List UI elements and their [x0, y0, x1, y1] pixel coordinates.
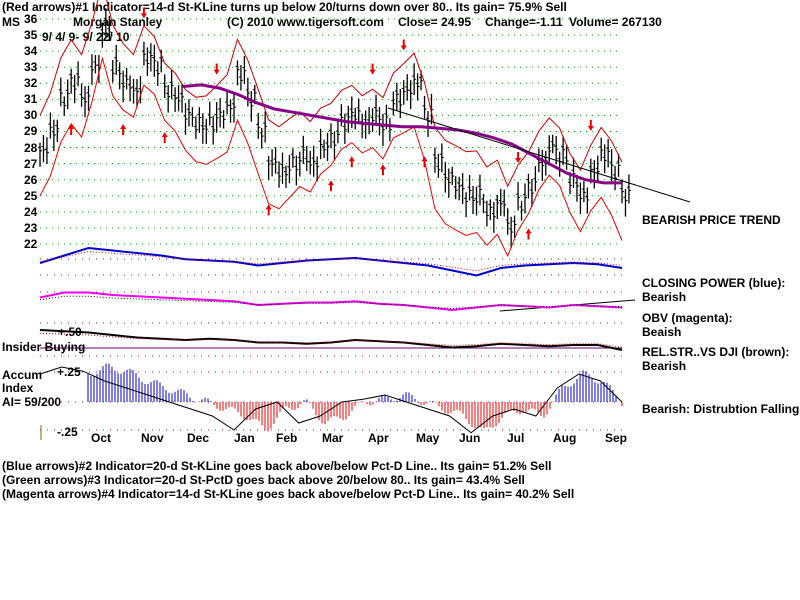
buy-arrow-icon [421, 156, 428, 168]
y-tick-label: 30 [24, 108, 38, 123]
obv-status: Beaish [642, 325, 682, 339]
rel-strength-status: Bearish [642, 359, 687, 373]
buy-arrow-icon [265, 204, 272, 216]
buy-arrow-icon [120, 124, 127, 136]
obv-ma [39, 295, 623, 310]
copyright: (C) 2010 www.tigersoft.com [227, 15, 384, 29]
month-label: Sep [605, 431, 628, 445]
closing-power-status: Bearish [642, 290, 687, 304]
ma50-line [182, 83, 622, 185]
y-tick-label: 26 [24, 172, 38, 187]
buy-arrow-icon [348, 156, 355, 168]
sell-arrow-icon [587, 119, 594, 131]
month-label: Oct [91, 431, 112, 445]
ticker-symbol: MS [2, 15, 20, 29]
y-tick-label: 32 [24, 76, 38, 91]
sell-arrow-icon [515, 152, 522, 164]
month-label: Aug [553, 431, 577, 445]
indicator-2-description: (Blue arrows)#2 Indicator=20-d St-KLine … [2, 459, 552, 473]
lower-band [39, 56, 623, 258]
month-label: Apr [368, 431, 389, 445]
y-tick-label: 34 [24, 44, 38, 59]
buy-arrow-icon [328, 180, 334, 192]
month-label: Jul [507, 431, 525, 445]
y-tick-label: 23 [24, 220, 38, 235]
month-label: May [416, 431, 440, 445]
y-tick-label: 36 [24, 12, 38, 26]
month-label: Dec [187, 431, 210, 445]
indicator-3-description: (Green arrows)#3 Indicator=20-d St-PctD … [2, 473, 525, 487]
company-name: Morgan Stanley [73, 15, 163, 29]
price-trend-label: BEARISH PRICE TREND [642, 213, 781, 227]
buy-arrow-icon [161, 132, 168, 144]
y-tick-label: 29 [24, 124, 38, 139]
y-tick-label: 28 [24, 140, 38, 155]
month-label: Mar [322, 431, 344, 445]
y-tick-label: 27 [24, 156, 38, 171]
y-tick-label: 24 [24, 204, 38, 219]
sell-arrow-icon [400, 39, 407, 51]
accum-label: Accum [2, 368, 43, 382]
insider-buying-label: Insider Buying [2, 340, 86, 354]
y-tick-label: 25 [24, 188, 38, 203]
buy-arrow-icon [525, 228, 532, 240]
plus-50-label: +.50 [58, 325, 82, 339]
rel-strength-line [39, 329, 623, 351]
upper-band [39, 0, 623, 188]
obv-label: OBV (magenta): [642, 311, 733, 325]
minus-25-label: -.25 [57, 425, 78, 439]
month-label: Jan [234, 431, 255, 445]
closing-power-ma [39, 250, 623, 272]
y-tick-label: 33 [24, 60, 38, 75]
month-label: Feb [276, 431, 298, 445]
y-tick-label: 22 [24, 236, 38, 251]
close-price: Close= 24.95 [398, 15, 472, 29]
indicator-4-description: (Magenta arrows)#4 Indicator=14-d St-KLi… [2, 487, 575, 501]
sell-arrow-icon [140, 7, 147, 19]
accum-index-line [39, 366, 623, 434]
y-tick-label: 35 [24, 28, 38, 43]
buy-arrow-icon [379, 164, 386, 176]
downtrend-line [387, 107, 691, 203]
index-label: Index [2, 381, 34, 395]
month-label: Nov [141, 431, 164, 445]
accum-note: Bearish: Distrubtion Falling. [642, 402, 800, 416]
month-label: Jun [459, 431, 481, 445]
obv-line [39, 291, 623, 312]
buy-arrow-icon [68, 124, 75, 136]
sell-arrow-icon [213, 63, 220, 75]
rel-strength-ma [39, 332, 623, 348]
ai-value: AI= 59/200 [2, 395, 62, 409]
y-tick-label: 31 [24, 92, 38, 107]
price-change: Change=-1.11 [485, 15, 563, 29]
plus-25-label: +.25 [57, 365, 81, 379]
closing-power-label: CLOSING POWER (blue): [642, 276, 786, 290]
rel-strength-label: REL.STR..VS DJI (brown): [642, 345, 790, 359]
sell-arrow-icon [369, 63, 376, 75]
date-range: 9/ 4/ 9- 9/ 22/ 10 [42, 30, 130, 44]
closing-power-line [39, 246, 623, 277]
